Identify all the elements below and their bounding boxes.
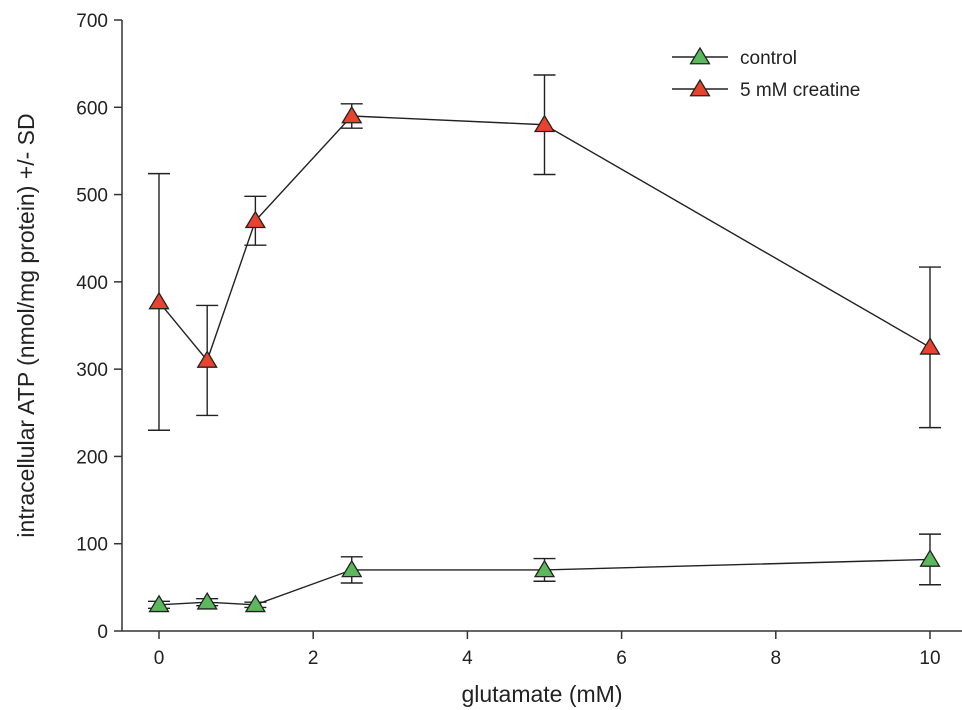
legend-marker-triangle [689,46,711,65]
legend-label: control [740,48,797,69]
data-point-triangle [196,350,218,368]
data-point-triangle [533,559,556,578]
y-tick-label: 700 [76,11,108,32]
data-point-triangle [148,291,170,310]
y-tick-label: 0 [97,622,108,643]
data-point-triangle [196,591,218,610]
x-tick-label: 2 [308,648,319,669]
data-point-triangle [341,105,363,124]
x-axis-title: glutamate (mM) [461,681,622,707]
x-tick-label: 4 [462,648,473,669]
data-point-triangle [244,594,266,613]
series-control [148,533,941,613]
data-point-triangle [919,337,941,355]
series-line [158,115,931,362]
series-creatine [148,74,941,431]
x-tick-label: 0 [154,648,165,669]
y-tick-label: 500 [76,186,108,207]
data-point-triangle [244,210,266,229]
y-tick-label: 300 [76,360,108,381]
series-layer [148,74,941,613]
legend: control 5 mM creatine [672,46,860,101]
legend-item: control [672,46,797,69]
y-tick-label: 100 [76,535,108,556]
legend-label: 5 mM creatine [740,80,860,101]
data-point-triangle [341,559,363,578]
series-line [158,558,931,606]
legend-item: 5 mM creatine [672,78,860,101]
data-point-triangle [533,114,556,133]
x-tick-label: 10 [919,648,940,669]
y-axis-title: intracellular ATP (nmol/mg protein) +/- … [13,113,39,537]
legend-marker-triangle [689,78,711,97]
y-tick-label: 400 [76,273,108,294]
x-tick-label: 8 [771,648,782,669]
x-tick-label: 6 [616,648,627,669]
y-tick-label: 200 [76,447,108,468]
data-point-triangle [148,594,170,613]
data-point-triangle [919,549,941,567]
axes: 0 100 200 300 400 500 600 700 0 2 4 6 8 10 [76,11,962,669]
y-tick-label: 600 [76,98,108,119]
